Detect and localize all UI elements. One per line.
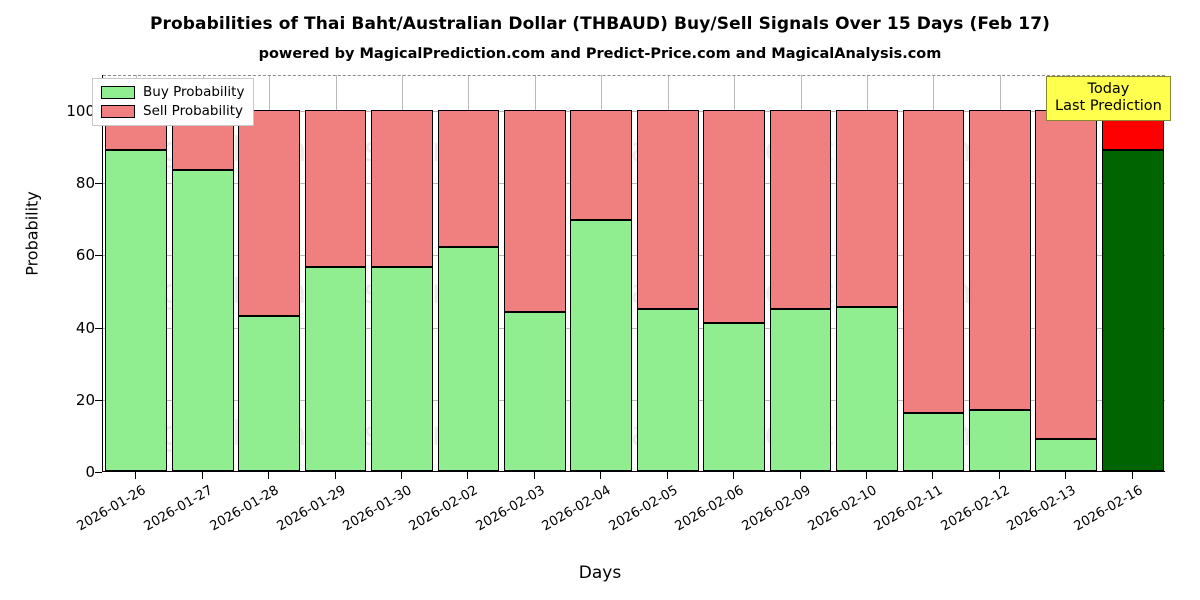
bar-group[interactable] (105, 75, 168, 471)
bar-group[interactable] (1101, 75, 1164, 471)
bar-group[interactable] (1035, 75, 1098, 471)
bar-group[interactable] (371, 75, 433, 471)
y-axis-tick-label: 80 (75, 174, 95, 193)
bar-segment-buy[interactable] (437, 247, 500, 471)
x-axis-tick-mark (799, 472, 801, 479)
x-axis-tick-mark (932, 472, 934, 479)
plot-area: MagicalAnalysis.comMagicalPrediction.com… (102, 75, 1165, 472)
today-annotation-line2: Last Prediction (1055, 98, 1162, 115)
gridline-horizontal (103, 327, 1165, 329)
y-axis-label: Probability (22, 191, 42, 276)
x-axis-label: Days (578, 563, 622, 583)
bar-segment-sell[interactable] (636, 110, 699, 309)
plot-inner: MagicalAnalysis.comMagicalPrediction.com… (103, 75, 1165, 471)
x-axis-tick-mark (600, 472, 602, 479)
bar-segment-buy[interactable] (1035, 438, 1098, 471)
bar-segment-sell[interactable] (238, 110, 300, 316)
legend-item-buy: Buy Probability (101, 84, 244, 100)
bar-segment-buy[interactable] (836, 306, 898, 471)
bar-segment-buy[interactable] (570, 220, 633, 471)
y-axis-tick-mark (95, 399, 102, 401)
bar-segment-sell[interactable] (304, 110, 367, 268)
y-axis-tick-label: 100 (66, 102, 95, 121)
bar-group[interactable] (503, 75, 566, 471)
bar-segment-buy[interactable] (636, 308, 699, 471)
bar-segment-buy[interactable] (902, 413, 965, 471)
bar-segment-buy[interactable] (503, 312, 566, 471)
bar-group[interactable] (171, 75, 234, 471)
y-axis-tick-label: 20 (75, 390, 95, 409)
x-axis-tick-mark (467, 472, 469, 479)
bar-group[interactable] (969, 75, 1031, 471)
x-axis-tick-mark (533, 472, 535, 479)
gridline-horizontal (103, 399, 1165, 401)
bar-segment-sell[interactable] (703, 110, 766, 323)
bar-segment-sell[interactable] (371, 110, 433, 268)
x-axis-tick-mark (400, 472, 402, 479)
y-axis-tick-label: 60 (75, 246, 95, 265)
legend: Buy Probability Sell Probability (92, 78, 255, 126)
x-axis-tick-mark (998, 472, 1000, 479)
legend-label-sell: Sell Probability (143, 103, 244, 119)
gridline-horizontal (103, 255, 1165, 257)
x-axis-tick-mark (733, 472, 735, 479)
bar-segment-sell[interactable] (570, 110, 633, 221)
page-title: Probabilities of Thai Baht/Australian Do… (149, 14, 1051, 34)
y-axis-tick-mark (95, 183, 102, 185)
bar-segment-buy[interactable] (969, 409, 1031, 471)
bar-segment-buy[interactable] (304, 267, 367, 471)
x-axis-tick-mark (666, 472, 668, 479)
gridline-horizontal (103, 111, 1165, 113)
y-axis-tick-label: 0 (85, 463, 95, 481)
bar-segment-sell[interactable] (1035, 110, 1098, 439)
bar-segment-buy[interactable] (1101, 149, 1164, 471)
bar-segment-sell[interactable] (969, 110, 1031, 410)
bar-group[interactable] (304, 75, 367, 471)
bar-segment-sell[interactable] (769, 110, 832, 309)
x-axis-tick-mark (334, 472, 336, 479)
x-axis-tick-mark (201, 472, 203, 479)
bar-segment-buy[interactable] (238, 315, 300, 471)
y-axis-tick-label: 40 (75, 318, 95, 337)
bar-group[interactable] (769, 75, 832, 471)
bar-segment-sell[interactable] (902, 110, 965, 414)
legend-swatch-buy (101, 85, 135, 99)
bar-group[interactable] (902, 75, 965, 471)
x-axis-tick-mark (135, 472, 137, 479)
x-axis-tick-mark (1065, 472, 1067, 479)
bar-segment-buy[interactable] (171, 169, 234, 471)
y-axis-tick-mark (95, 327, 102, 329)
gridline-horizontal (103, 183, 1165, 185)
x-axis-tick-mark (268, 472, 270, 479)
bar-segment-sell[interactable] (836, 110, 898, 307)
x-axis-tick-mark (1131, 472, 1133, 479)
bar-segment-buy[interactable] (371, 267, 433, 471)
y-axis-tick-mark (95, 255, 102, 257)
bar-group[interactable] (636, 75, 699, 471)
bar-segment-buy[interactable] (703, 323, 766, 471)
reference-dashed-line (103, 75, 1165, 76)
bar-segment-buy[interactable] (105, 149, 168, 471)
today-annotation-line1: Today (1087, 81, 1130, 97)
bar-segment-sell[interactable] (437, 110, 500, 248)
bar-group[interactable] (437, 75, 500, 471)
legend-label-buy: Buy Probability (143, 84, 245, 100)
y-axis-tick-mark (95, 472, 102, 473)
bar-segment-sell[interactable] (503, 110, 566, 313)
legend-swatch-sell (101, 104, 135, 118)
bar-segment-buy[interactable] (769, 308, 832, 471)
x-axis-tick-mark (866, 472, 868, 479)
bar-group[interactable] (238, 75, 300, 471)
legend-item-sell: Sell Probability (101, 103, 244, 119)
x-axis-tick-label: 2026-01-26 (74, 483, 149, 535)
today-annotation: Today Last Prediction (1046, 76, 1171, 122)
bar-group[interactable] (570, 75, 633, 471)
chart-subtitle: powered by MagicalPrediction.com and Pre… (258, 46, 942, 62)
bar-group[interactable] (836, 75, 898, 471)
bar-group[interactable] (703, 75, 766, 471)
